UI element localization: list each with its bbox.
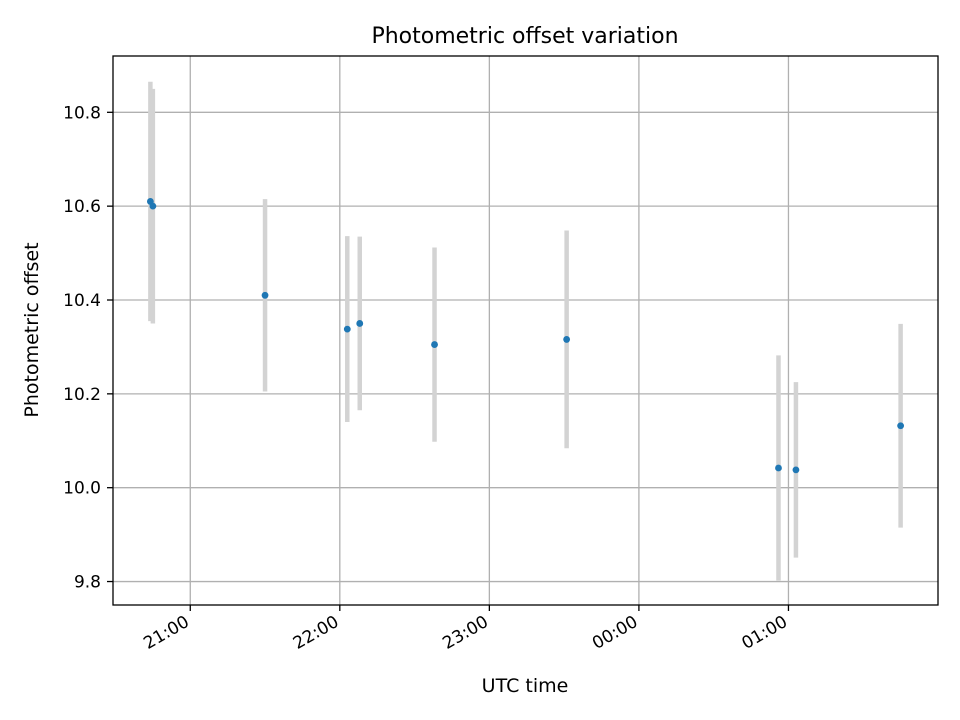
plot-frame: [112, 55, 939, 606]
data-point: [775, 464, 782, 472]
y-tick-label: 10.0: [63, 479, 101, 499]
data-point: [897, 422, 905, 430]
data-point: [343, 325, 351, 333]
y-tick-label: 10.8: [63, 103, 101, 123]
data-points: [146, 198, 905, 474]
data-point: [356, 320, 364, 327]
y-tick-label: 10.6: [63, 197, 101, 217]
y-axis-label: Photometric offset: [21, 242, 43, 417]
y-tick-label: 9.8: [74, 573, 101, 593]
x-axis-label: UTC time: [482, 675, 569, 697]
grid: [113, 56, 938, 605]
y-tick-label: 10.2: [63, 385, 101, 405]
data-point: [792, 466, 800, 474]
data-point: [149, 202, 157, 210]
data-point: [431, 341, 438, 348]
y-tick-label: 10.4: [63, 291, 101, 311]
chart-title: Photometric offset variation: [371, 24, 678, 49]
data-point: [261, 291, 269, 299]
data-point: [563, 336, 571, 343]
